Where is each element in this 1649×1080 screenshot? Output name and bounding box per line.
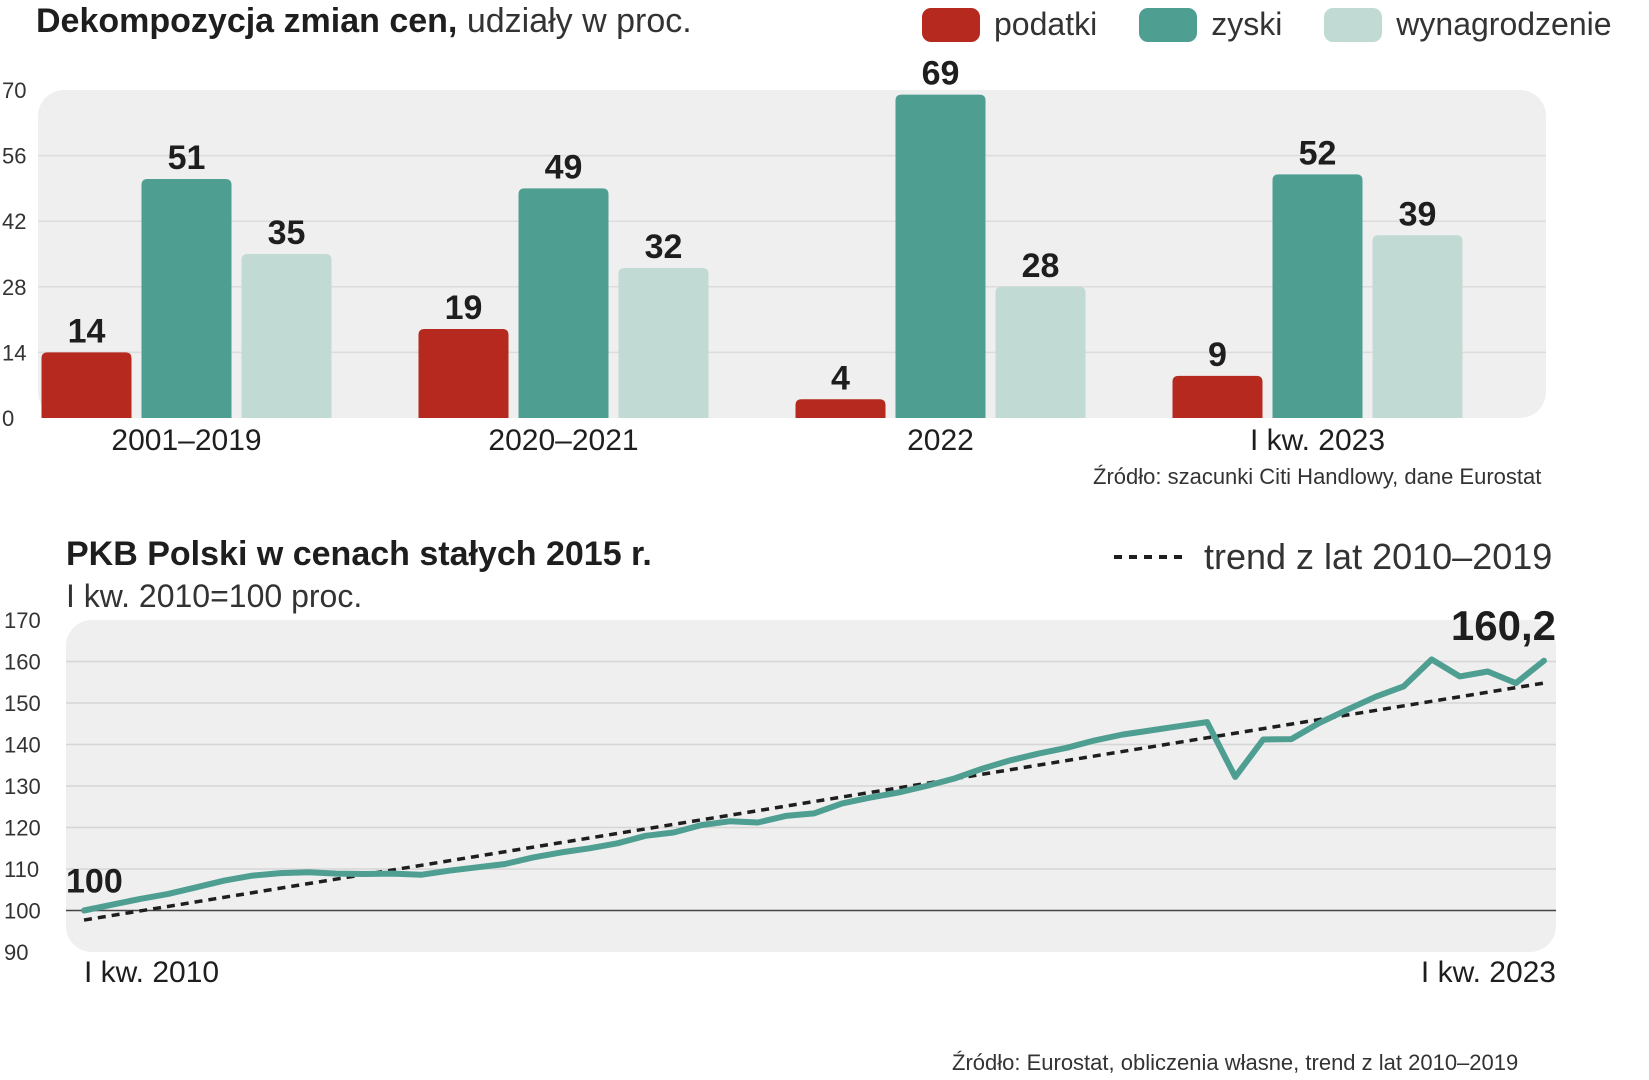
bar-category-label: 2020–2021 [488,424,638,457]
trend-line [83,681,1545,922]
bar-wynagrodzenie [618,268,709,418]
bar-chart: 014284256701451352001–20191949322020–202… [2,55,1546,457]
legend-swatch-zyski [1139,7,1198,42]
line-chart: 90 100 110 120 130 140 150 160 170 100 160,2 I kw. … [4,602,1556,989]
x-end-label: I kw. 2023 [1421,956,1556,989]
bar-value-label: 51 [168,139,206,177]
bar-zyski [518,188,609,418]
line-ytick-label: 170 [4,608,41,633]
bar-podatki [795,399,886,418]
chart1-title: Dekompozycja zmian cen, udziały w proc. [36,2,692,41]
line-ytick-label: 100 [4,899,41,924]
bar-category-label: I kw. 2023 [1250,424,1385,457]
bar-zyski [141,179,232,418]
bar-category-label: 2001–2019 [111,424,261,457]
line-ytick-label: 160 [4,650,41,675]
bar-ytick-label: 14 [2,340,26,365]
bar-wynagrodzenie [1372,235,1463,418]
chart1-title-bold: Dekompozycja zmian cen, [36,2,458,40]
bar-value-label: 35 [268,214,306,252]
bar-value-label: 49 [545,148,583,186]
line-ytick-label: 140 [4,733,41,758]
trend-legend-line [1114,555,1182,559]
chart1-source: Źródło: szacunki Citi Handlowy, dane Eur… [1093,464,1542,489]
bar-plot-area [38,90,1546,418]
bar-value-label: 28 [1022,247,1060,285]
bar-wynagrodzenie [241,254,332,418]
legend-swatch-podatki [922,7,980,42]
legend-item-podatki: podatki [922,6,1097,43]
chart2-title: PKB Polski w cenach stałych 2015 r. [66,535,652,574]
line-ytick-label: 120 [4,816,41,841]
legend-label-wynagrodzenie: wynagrodzenie [1396,6,1612,42]
bar-ytick-label: 0 [2,406,14,431]
legend-item-zyski: zyski [1139,6,1282,43]
line-ytick-label: 110 [4,857,39,882]
chart1-title-rest: udziały w proc. [466,2,692,40]
bar-ytick-label: 42 [2,209,26,234]
bar-podatki [41,352,132,418]
chart2-title-text: PKB Polski w cenach stałych 2015 r. [66,535,652,573]
chart2-source: Źródło: Eurostat, obliczenia własne, tre… [952,1050,1519,1075]
bar-value-label: 4 [831,359,850,397]
legend-swatch-wynagrodzenie [1324,7,1383,42]
bar-value-label: 39 [1399,195,1437,233]
line-ytick-label: 90 [4,940,28,965]
bar-zyski [1272,174,1363,418]
legend-label-podatki: podatki [994,6,1098,42]
gdp-line [81,656,1547,914]
bar-podatki [418,328,509,418]
bar-wynagrodzenie [995,286,1086,418]
trend-legend-label: trend z lat 2010–2019 [1204,536,1553,577]
bar-podatki [1172,375,1263,418]
chart1-legend: podatki zyski wynagrodzenie [880,6,1612,43]
line-ytick-label: 130 [4,774,41,799]
bar-value-label: 52 [1299,134,1337,172]
bar-value-label: 32 [645,228,683,266]
bar-ytick-label: 56 [2,144,26,169]
legend-item-wynagrodzenie: wynagrodzenie [1324,6,1612,43]
bar-value-label: 9 [1208,336,1227,374]
bar-value-label: 14 [68,312,106,350]
bar-value-label: 19 [445,289,483,327]
chart2-subtitle: I kw. 2010=100 proc. [66,578,363,614]
legend-label-zyski: zyski [1211,6,1283,42]
bar-ytick-label: 28 [2,275,26,300]
gdp-end-label: 160,2 [1451,602,1556,649]
bar-ytick-label: 70 [2,78,26,103]
line-ytick-label: 150 [4,691,41,716]
bar-category-label: 2022 [907,424,974,457]
trend-legend: trend z lat 2010–2019 [1114,536,1552,578]
bar-zyski [895,94,986,418]
x-start-label: I kw. 2010 [84,956,219,989]
gdp-start-label: 100 [66,863,123,901]
bar-value-label: 69 [922,55,960,93]
